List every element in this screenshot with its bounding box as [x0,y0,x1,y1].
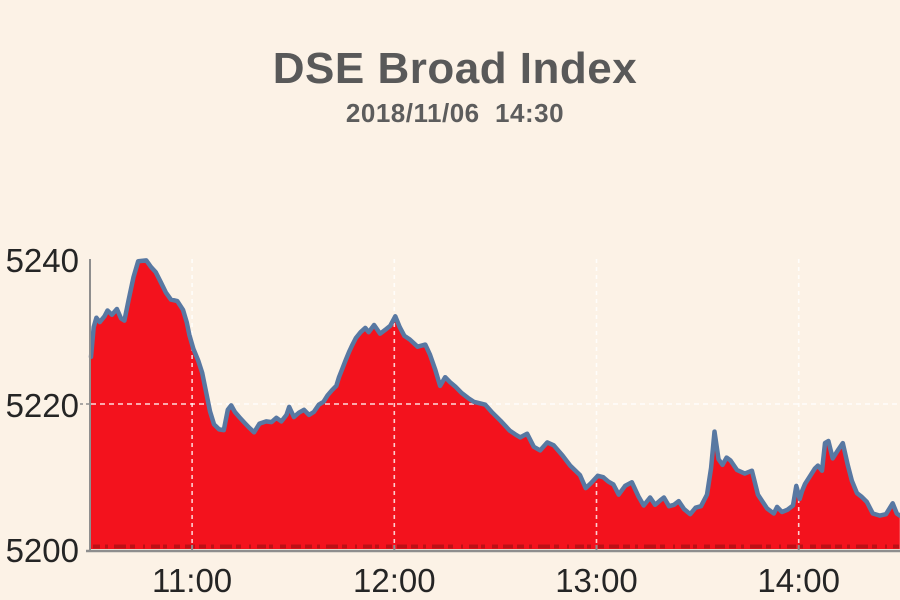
y-axis-label-5220: 5220 [6,387,79,424]
x-axis-label-1300: 13:00 [555,562,638,599]
index-line [88,258,900,518]
x-axis-label-1200: 12:00 [353,562,436,599]
x-axis-ticks [191,545,800,551]
y-axis-label-5240: 5240 [6,242,79,279]
x-axis-label-1400: 14:00 [757,562,840,599]
y-axis-label-5200: 5200 [6,532,79,569]
x-axis-label-1100: 11:00 [152,562,232,599]
index-area [91,260,900,549]
